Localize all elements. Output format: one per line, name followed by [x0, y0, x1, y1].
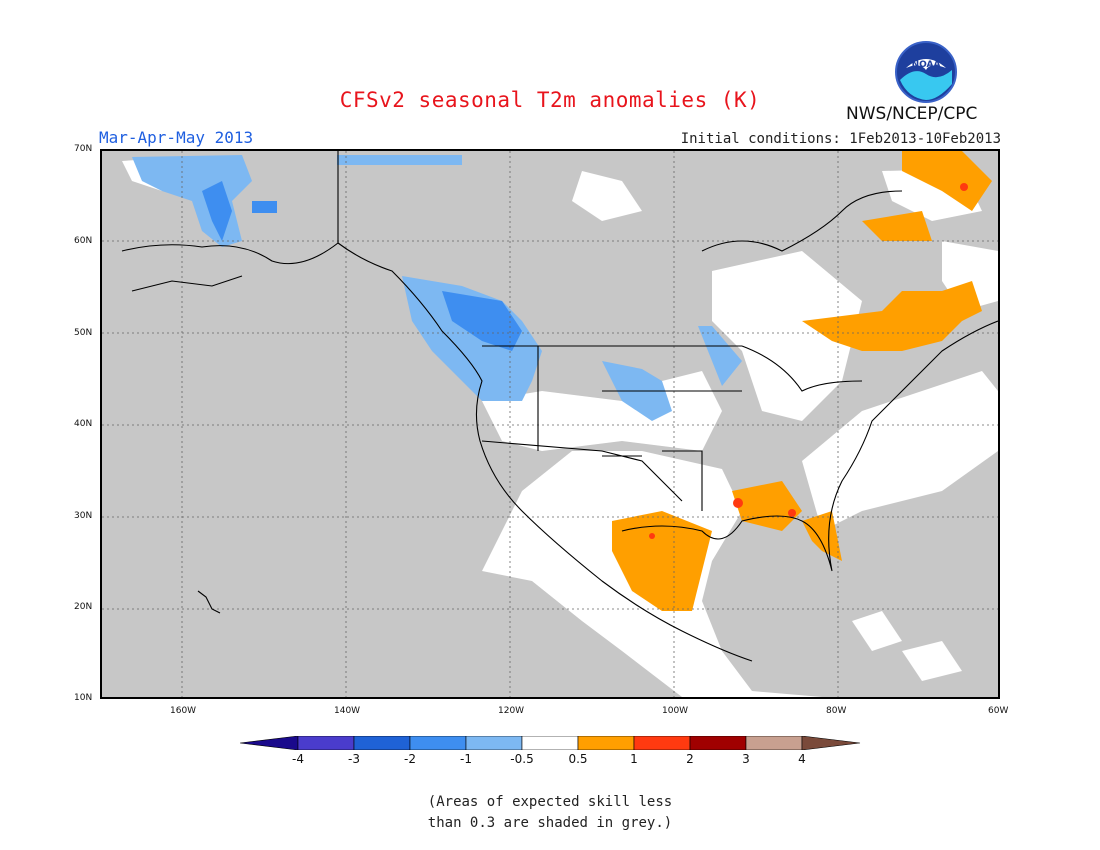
- map-title: CFSv2 seasonal T2m anomalies (K): [339, 88, 761, 112]
- colorbar-segment: [465, 735, 523, 751]
- below-normal-regions: [132, 155, 742, 421]
- colorbar-segment: [297, 735, 355, 751]
- colorbar-tick-label: -3: [348, 752, 360, 766]
- colorbar-tick-label: 2: [686, 752, 694, 766]
- colorbar: [239, 735, 862, 754]
- lon-tick-160w: 160W: [170, 706, 197, 716]
- lat-tick-50n: 50N: [74, 328, 93, 338]
- lat-tick-60n: 60N: [74, 236, 93, 246]
- colorbar-segment: [521, 735, 579, 751]
- lat-tick-30n: 30N: [74, 511, 93, 521]
- near-normal-regions: [122, 157, 998, 697]
- initial-conditions: Initial conditions: 1Feb2013-10Feb2013: [680, 131, 1001, 147]
- lat-tick-20n: 20N: [74, 602, 93, 612]
- colorbar-segment-highest: [801, 735, 861, 751]
- colorbar-tick-label: -0.5: [510, 752, 534, 766]
- skill-note-line2: than 0.3 are shaded in grey.): [427, 815, 673, 831]
- skill-note: (Areas of expected skill less than 0.3 a…: [0, 792, 1100, 834]
- lon-tick-100w: 100W: [662, 706, 689, 716]
- colorbar-tick-label: -4: [292, 752, 304, 766]
- lon-tick-120w: 120W: [498, 706, 525, 716]
- colorbar-tick-label: -2: [404, 752, 416, 766]
- lat-tick-10n: 10N: [74, 693, 93, 703]
- colorbar-tick-label: 1: [630, 752, 638, 766]
- colorbar-segment: [577, 735, 635, 751]
- colorbar-tick-label: -1: [460, 752, 472, 766]
- lon-tick-140w: 140W: [334, 706, 361, 716]
- anomaly-map: [100, 149, 1000, 699]
- above-normal-regions: [612, 151, 992, 611]
- skill-note-line1: (Areas of expected skill less: [427, 794, 673, 810]
- colorbar-segment-lowest: [239, 735, 299, 751]
- lat-tick-70n: 70N: [74, 144, 93, 154]
- noaa-logo-icon: NOAA: [894, 40, 958, 104]
- colorbar-segment: [745, 735, 803, 751]
- coastlines: [121, 151, 998, 662]
- colorbar-segment: [689, 735, 747, 751]
- agency-label: NWS/NCEP/CPC: [846, 104, 978, 124]
- colorbar-segment: [409, 735, 467, 751]
- lat-tick-40n: 40N: [74, 419, 93, 429]
- lon-tick-60w: 60W: [988, 706, 1009, 716]
- colorbar-tick-label: 0.5: [568, 752, 588, 766]
- logo-text: NOAA: [912, 60, 941, 70]
- graticule: [102, 151, 998, 697]
- lon-tick-80w: 80W: [826, 706, 847, 716]
- colorbar-segment: [633, 735, 691, 751]
- forecast-period: Mar-Apr-May 2013: [99, 128, 254, 147]
- colorbar-tick-label: 3: [742, 752, 750, 766]
- colorbar-tick-label: 4: [798, 752, 806, 766]
- colorbar-segment: [353, 735, 411, 751]
